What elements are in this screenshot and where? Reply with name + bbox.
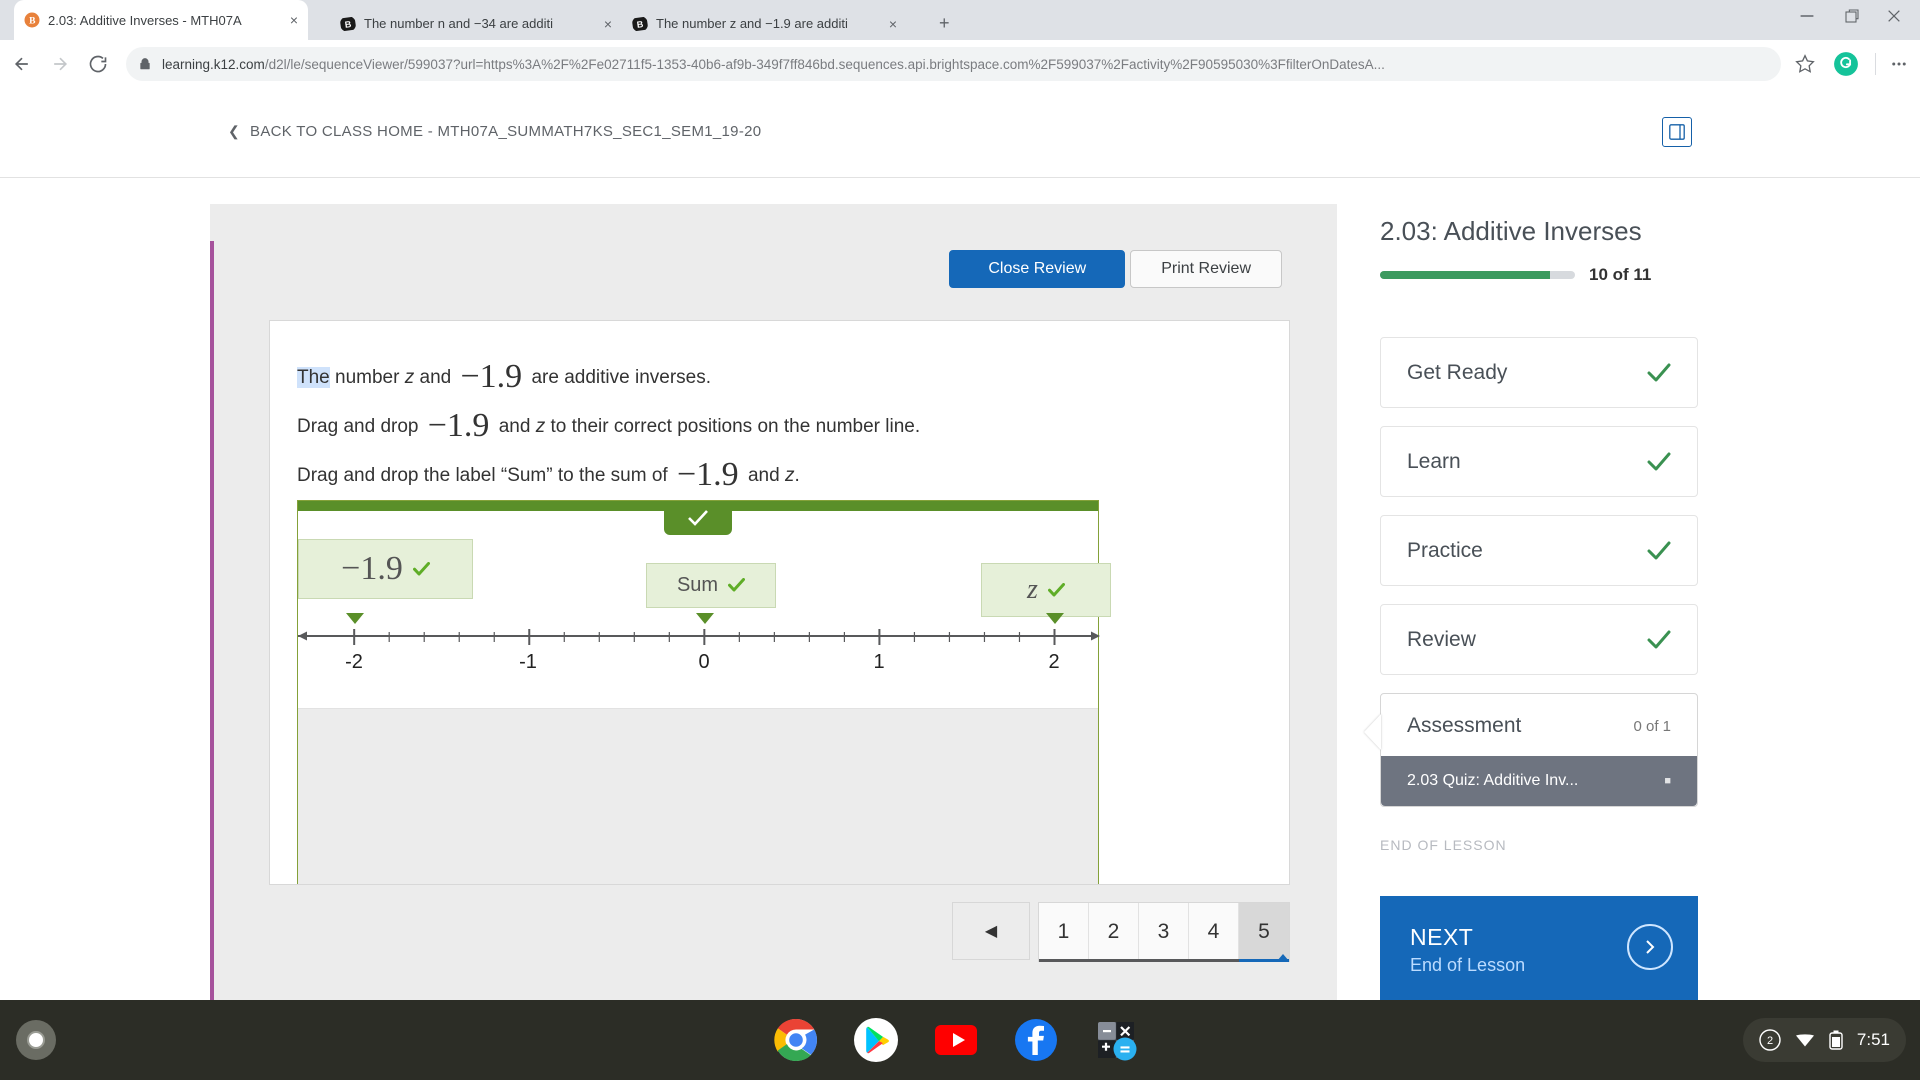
svg-text:2: 2 <box>1767 1035 1773 1047</box>
svg-text:B: B <box>29 17 36 27</box>
